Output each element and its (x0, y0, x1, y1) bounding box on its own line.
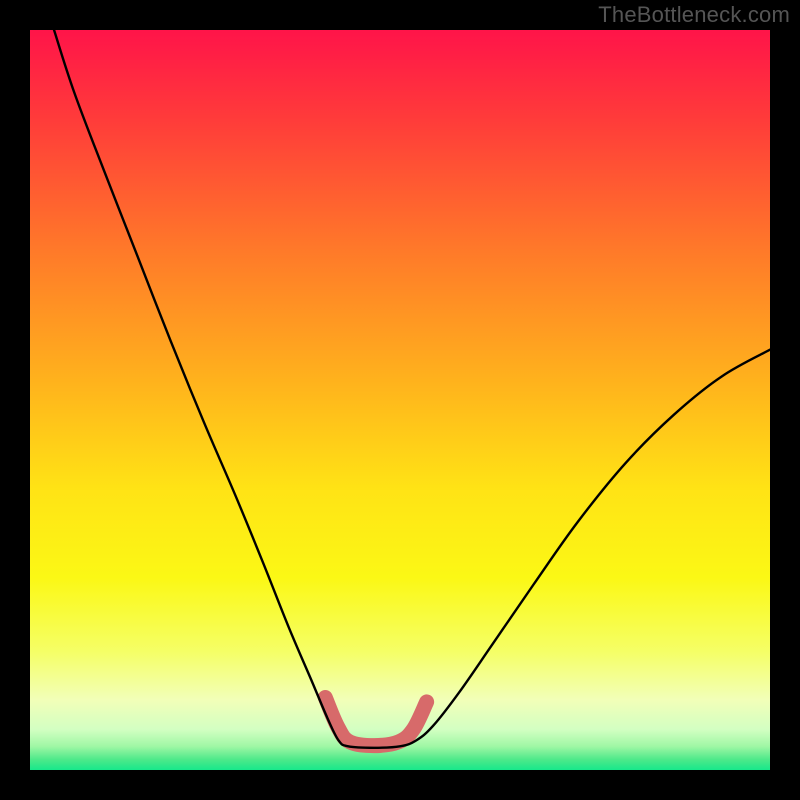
bottleneck-chart (0, 0, 800, 800)
watermark-text: TheBottleneck.com (598, 2, 790, 28)
gradient-plot-area (30, 30, 770, 770)
